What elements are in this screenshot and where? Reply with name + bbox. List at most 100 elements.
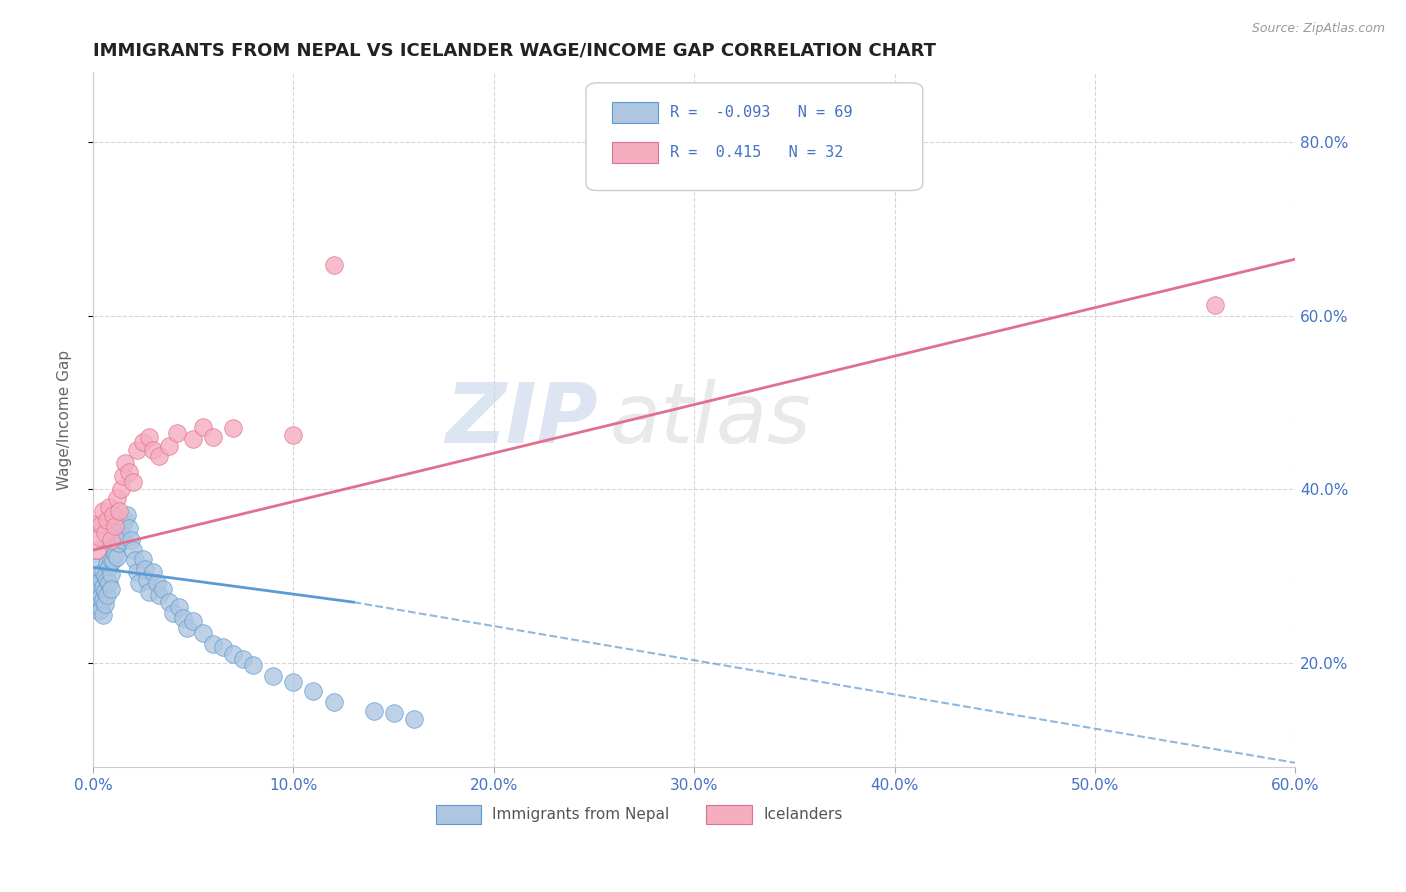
Point	[222, 647, 245, 661]
Point	[136, 574, 159, 588]
Point	[222, 421, 245, 435]
Point	[101, 539, 124, 553]
Point	[142, 565, 165, 579]
FancyBboxPatch shape	[613, 103, 658, 123]
Text: IMMIGRANTS FROM NEPAL VS ICELANDER WAGE/INCOME GAP CORRELATION CHART: IMMIGRANTS FROM NEPAL VS ICELANDER WAGE/…	[93, 42, 936, 60]
Point	[104, 518, 127, 533]
Point	[87, 530, 110, 544]
Point	[114, 456, 136, 470]
Point	[202, 637, 225, 651]
Point	[108, 536, 131, 550]
FancyBboxPatch shape	[613, 142, 658, 162]
Point	[86, 543, 108, 558]
Point	[100, 533, 122, 547]
Point	[87, 604, 110, 618]
Text: R =  0.415   N = 32: R = 0.415 N = 32	[671, 145, 844, 160]
Point	[302, 683, 325, 698]
Point	[108, 521, 131, 535]
Point	[142, 443, 165, 458]
Point	[110, 483, 132, 497]
Point	[127, 443, 149, 458]
Text: Icelanders: Icelanders	[763, 807, 844, 822]
Point	[108, 504, 131, 518]
Point	[86, 595, 108, 609]
Point	[112, 533, 135, 547]
Point	[176, 621, 198, 635]
Point	[91, 504, 114, 518]
Point	[94, 583, 117, 598]
Point	[118, 465, 141, 479]
Point	[132, 551, 155, 566]
Point	[1204, 298, 1226, 312]
Point	[181, 614, 204, 628]
Point	[100, 566, 122, 581]
Point	[86, 560, 108, 574]
Point	[91, 580, 114, 594]
Point	[157, 439, 180, 453]
Point	[114, 513, 136, 527]
Point	[91, 593, 114, 607]
Point	[94, 569, 117, 583]
Point	[402, 712, 425, 726]
Point	[212, 640, 235, 655]
Text: Source: ZipAtlas.com: Source: ZipAtlas.com	[1251, 22, 1385, 36]
Point	[167, 599, 190, 614]
Point	[94, 525, 117, 540]
Point	[242, 657, 264, 672]
Point	[98, 576, 121, 591]
Point	[87, 591, 110, 605]
Point	[105, 549, 128, 564]
Point	[100, 582, 122, 596]
Text: Immigrants from Nepal: Immigrants from Nepal	[492, 807, 669, 822]
Point	[162, 606, 184, 620]
Point	[90, 516, 112, 531]
Point	[172, 611, 194, 625]
Point	[101, 508, 124, 523]
Point	[166, 425, 188, 440]
Point	[124, 553, 146, 567]
Point	[193, 625, 215, 640]
Point	[232, 651, 254, 665]
Point	[84, 582, 107, 596]
Point	[96, 574, 118, 588]
Point	[146, 576, 169, 591]
Point	[262, 669, 284, 683]
Point	[87, 578, 110, 592]
Point	[128, 576, 150, 591]
Point	[91, 608, 114, 623]
Point	[148, 450, 170, 464]
Y-axis label: Wage/Income Gap: Wage/Income Gap	[58, 350, 72, 490]
Point	[138, 430, 160, 444]
Point	[322, 695, 344, 709]
Point	[118, 521, 141, 535]
Point	[96, 556, 118, 570]
Point	[105, 534, 128, 549]
Point	[127, 565, 149, 579]
Point	[90, 574, 112, 588]
Point	[363, 704, 385, 718]
Point	[96, 588, 118, 602]
Point	[84, 516, 107, 531]
Point	[322, 258, 344, 272]
Point	[148, 588, 170, 602]
Point	[104, 548, 127, 562]
Point	[94, 597, 117, 611]
Point	[112, 469, 135, 483]
Point	[98, 560, 121, 574]
Text: atlas: atlas	[610, 379, 811, 460]
FancyBboxPatch shape	[706, 805, 752, 824]
Point	[120, 533, 142, 547]
Point	[112, 516, 135, 531]
Point	[283, 428, 305, 442]
Text: R =  -0.093   N = 69: R = -0.093 N = 69	[671, 105, 852, 120]
Point	[110, 530, 132, 544]
Point	[382, 706, 405, 721]
Point	[138, 584, 160, 599]
Point	[181, 432, 204, 446]
Point	[193, 419, 215, 434]
Point	[122, 543, 145, 558]
Point	[134, 562, 156, 576]
Point	[101, 553, 124, 567]
Point	[157, 595, 180, 609]
Point	[122, 475, 145, 490]
